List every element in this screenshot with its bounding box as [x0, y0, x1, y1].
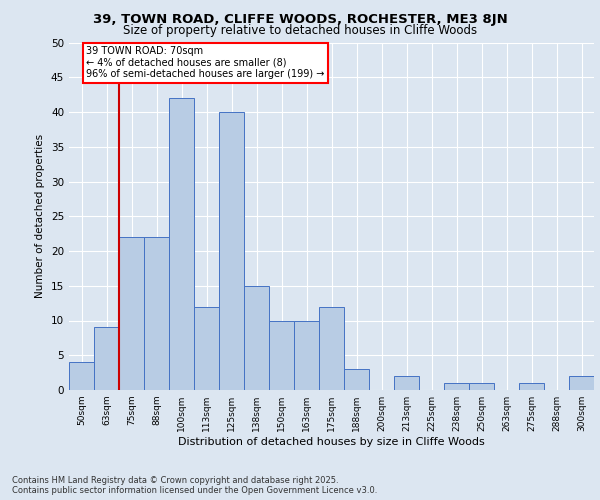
Bar — [119, 237, 144, 390]
Bar — [169, 98, 194, 390]
Bar — [469, 383, 494, 390]
Text: 39 TOWN ROAD: 70sqm
← 4% of detached houses are smaller (8)
96% of semi-detached: 39 TOWN ROAD: 70sqm ← 4% of detached hou… — [86, 46, 325, 79]
Bar — [94, 328, 119, 390]
Bar — [244, 286, 269, 390]
Bar — [194, 306, 219, 390]
Bar — [144, 237, 169, 390]
Bar — [569, 376, 594, 390]
Text: Size of property relative to detached houses in Cliffe Woods: Size of property relative to detached ho… — [123, 24, 477, 37]
Text: 39, TOWN ROAD, CLIFFE WOODS, ROCHESTER, ME3 8JN: 39, TOWN ROAD, CLIFFE WOODS, ROCHESTER, … — [92, 12, 508, 26]
Bar — [294, 320, 319, 390]
Bar — [344, 369, 369, 390]
Bar — [69, 362, 94, 390]
Bar — [319, 306, 344, 390]
Bar — [519, 383, 544, 390]
Bar — [219, 112, 244, 390]
Y-axis label: Number of detached properties: Number of detached properties — [35, 134, 46, 298]
Text: Contains HM Land Registry data © Crown copyright and database right 2025.
Contai: Contains HM Land Registry data © Crown c… — [12, 476, 377, 495]
Bar — [394, 376, 419, 390]
Bar — [269, 320, 294, 390]
X-axis label: Distribution of detached houses by size in Cliffe Woods: Distribution of detached houses by size … — [178, 437, 485, 447]
Bar — [444, 383, 469, 390]
